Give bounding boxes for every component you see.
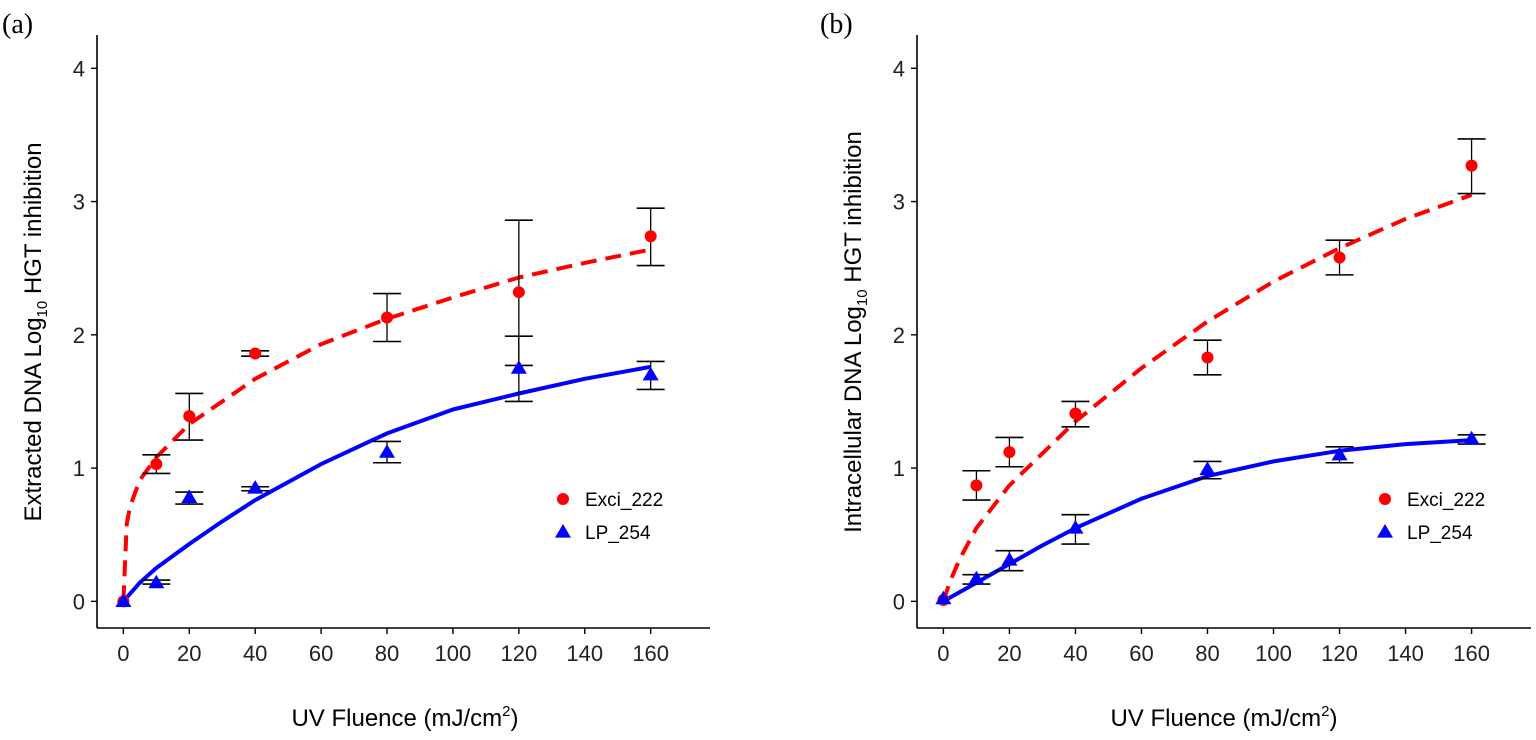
x-tick-label: 0: [937, 641, 949, 666]
data-point-exci-222: [1069, 407, 1082, 420]
y-tick-label: 1: [893, 456, 905, 481]
y-axis-title: Extracted DNA Log10 HGT inhibition: [20, 142, 51, 521]
data-point-exci-222: [512, 286, 525, 299]
x-tick-label: 140: [566, 641, 603, 666]
legend-marker-lp-254: [555, 524, 571, 538]
x-tick-label: 40: [1063, 641, 1087, 666]
y-tick-label: 4: [893, 56, 905, 81]
y-axis-title: Intracellular DNA Log10 HGT inhibition: [840, 131, 871, 533]
y-tick-label: 0: [73, 589, 85, 614]
legend-marker-exci-222: [557, 493, 569, 505]
panel-b: (b) Intracellular DNA Log10 HGT inhibiti…: [820, 9, 1531, 732]
x-tick-label: 40: [243, 641, 267, 666]
x-tick-label: 60: [1129, 641, 1153, 666]
fit-curve-lp-254: [121, 364, 652, 603]
data-point-exci-222: [183, 410, 196, 423]
data-point-lp-254: [510, 360, 527, 374]
x-tick-label: 140: [1387, 641, 1424, 666]
data-point-lp-254: [148, 574, 165, 589]
data-point-exci-222: [1201, 351, 1214, 364]
x-tick-label: 160: [632, 641, 669, 666]
legend-marker-lp-254: [1377, 524, 1393, 538]
data-point-lp-254: [1001, 552, 1018, 566]
legend-label-exci-222: Exci_222: [1407, 490, 1485, 511]
x-axis-title-main: UV Fluence (mJ/cm: [1110, 705, 1321, 732]
x-tick-label: 80: [1195, 641, 1219, 666]
panel-a: (a) Extracted DNA Log10 HGT inhibition U…: [2, 9, 710, 732]
data-point-exci-222: [1333, 251, 1346, 264]
y-axis-title-tail: HGT inhibition: [20, 142, 47, 300]
y-tick-label: 0: [893, 589, 905, 614]
x-axis-title-tail: ): [511, 705, 519, 732]
y-axis-title-tail: HGT inhibition: [840, 131, 867, 289]
x-tick-label: 60: [309, 641, 333, 666]
x-tick-label: 80: [375, 641, 399, 666]
x-tick-label: 20: [177, 641, 201, 666]
data-point-exci-222: [1003, 446, 1016, 459]
data-point-lp-254: [968, 570, 985, 585]
data-point-lp-254: [181, 489, 198, 504]
legend-label-lp-254: LP_254: [585, 523, 651, 544]
x-tick-label: 160: [1453, 641, 1490, 666]
data-point-exci-222: [381, 311, 394, 324]
data-point-lp-254: [247, 480, 264, 494]
y-tick-label: 2: [73, 323, 85, 348]
x-tick-label: 120: [500, 641, 537, 666]
data-point-lp-254: [1199, 461, 1216, 476]
data-point-lp-254: [379, 444, 396, 458]
x-tick-label: 120: [1321, 641, 1358, 666]
x-axis-title: UV Fluence (mJ/cm2): [1110, 703, 1337, 732]
data-point-exci-222: [1465, 159, 1478, 172]
fit-curve-exci-222: [941, 193, 1473, 602]
x-axis-title-tail: ): [1330, 705, 1338, 732]
x-axis-title-superscript: 2: [1321, 703, 1329, 720]
x-axis-title-main: UV Fluence (mJ/cm: [291, 705, 502, 732]
x-tick-label: 20: [997, 641, 1021, 666]
data-point-lp-254: [642, 366, 659, 381]
data-point-exci-222: [150, 458, 163, 471]
legend-marker-exci-222: [1379, 493, 1391, 505]
y-tick-label: 3: [893, 190, 905, 215]
data-point-exci-222: [644, 230, 657, 243]
panel-label: (a): [2, 9, 33, 40]
panel-label: (b): [820, 9, 853, 40]
x-tick-label: 0: [117, 641, 129, 666]
y-axis-title-subscript: 10: [854, 289, 871, 306]
data-point-lp-254: [115, 593, 132, 607]
x-axis-title: UV Fluence (mJ/cm2): [291, 703, 518, 732]
data-point-exci-222: [249, 347, 262, 360]
y-axis-title-main: Extracted DNA Log: [20, 317, 47, 521]
x-tick-label: 100: [1255, 641, 1292, 666]
x-tick-label: 100: [435, 641, 472, 666]
y-axis-title-subscript: 10: [34, 301, 51, 318]
data-point-lp-254: [1331, 446, 1348, 461]
data-point-exci-222: [970, 479, 983, 492]
data-point-lp-254: [1067, 520, 1084, 534]
y-tick-label: 4: [73, 56, 85, 81]
y-tick-label: 3: [73, 190, 85, 215]
x-axis-title-superscript: 2: [502, 703, 510, 720]
y-tick-label: 2: [893, 323, 905, 348]
data-point-lp-254: [1463, 430, 1480, 445]
legend-label-exci-222: Exci_222: [585, 490, 663, 511]
legend-label-lp-254: LP_254: [1407, 523, 1473, 544]
y-tick-label: 1: [73, 456, 85, 481]
y-axis-title-main: Intracellular DNA Log: [840, 306, 867, 533]
data-point-lp-254: [935, 590, 952, 605]
